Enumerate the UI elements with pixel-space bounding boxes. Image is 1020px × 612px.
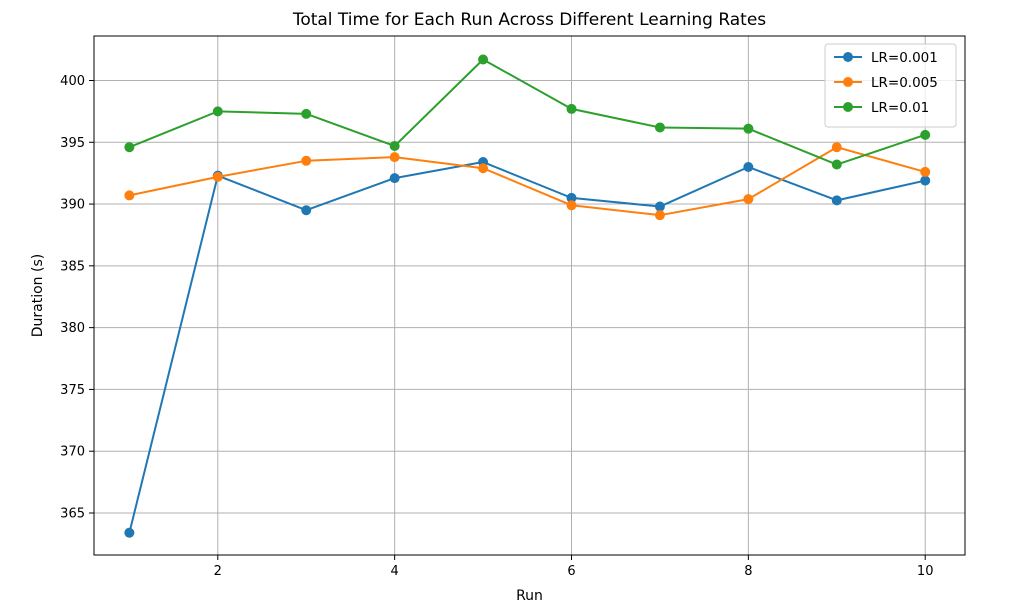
data-point: [566, 200, 577, 211]
legend-marker: [843, 102, 853, 112]
series-line: [129, 146, 926, 217]
data-point: [743, 194, 754, 205]
data-point: [831, 159, 842, 170]
data-point: [654, 122, 665, 133]
y-tick-label: 380: [60, 321, 85, 336]
y-tick-label: 395: [60, 136, 85, 151]
data-point: [124, 190, 135, 201]
data-point: [389, 140, 400, 151]
legend-item: LR=0.01: [834, 100, 929, 116]
legend-items: LR=0.001 LR=0.005 LR=0.01: [834, 50, 938, 116]
y-tick-label: 390: [60, 198, 85, 213]
data-point: [831, 142, 842, 153]
data-point: [301, 205, 312, 216]
legend-label: LR=0.005: [871, 75, 938, 91]
data-point: [920, 175, 931, 186]
series-layer: [124, 54, 931, 538]
x-tick-label: 2: [214, 564, 222, 579]
y-axis-label: Duration (s): [30, 254, 46, 337]
data-point: [654, 201, 665, 212]
data-point: [566, 103, 577, 114]
data-point: [478, 163, 489, 174]
data-point: [124, 527, 135, 538]
series-line: [128, 58, 926, 166]
x-tick-label: 4: [391, 564, 399, 579]
series-LR=0.005: [124, 142, 931, 221]
legend: LR=0.001 LR=0.005 LR=0.01: [824, 43, 957, 128]
data-point: [389, 173, 400, 184]
data-point: [920, 129, 931, 140]
data-point: [478, 54, 489, 65]
data-point: [743, 123, 754, 134]
legend-item: LR=0.005: [834, 75, 938, 91]
plot-frame: [93, 35, 966, 556]
series-line: [128, 161, 926, 533]
x-tick-label: 8: [744, 564, 752, 579]
data-point: [212, 171, 223, 182]
data-point: [566, 192, 577, 203]
legend-marker: [843, 52, 853, 62]
y-tick-label: 385: [60, 259, 85, 274]
series-LR=0.001: [124, 157, 931, 538]
grid: [94, 36, 965, 555]
x-tick-label: 6: [567, 564, 575, 579]
data-point: [301, 108, 312, 119]
data-point: [124, 142, 135, 153]
data-point: [389, 152, 400, 163]
y-tick-label: 365: [60, 506, 85, 521]
y-tick-label: 375: [60, 383, 85, 398]
legend-item: LR=0.001: [834, 50, 938, 66]
y-tick-label: 370: [60, 445, 85, 460]
chart-title: Total Time for Each Run Across Different…: [292, 10, 766, 30]
x-axis-label: Run: [516, 588, 543, 604]
data-point: [831, 195, 842, 206]
x-tick-label: 10: [917, 564, 934, 579]
series-LR=0.01: [124, 54, 931, 170]
legend-label: LR=0.001: [871, 50, 938, 66]
axis-ticks: 2 4 6 8 10 365 370 375 380 385 390 395 400: [60, 74, 933, 579]
data-point: [743, 161, 754, 172]
data-point: [212, 106, 223, 117]
data-point: [654, 210, 665, 221]
data-point: [920, 166, 931, 177]
legend-label: LR=0.01: [871, 100, 929, 116]
legend-marker: [843, 77, 853, 87]
data-point: [301, 155, 312, 166]
y-tick-label: 400: [60, 74, 85, 89]
